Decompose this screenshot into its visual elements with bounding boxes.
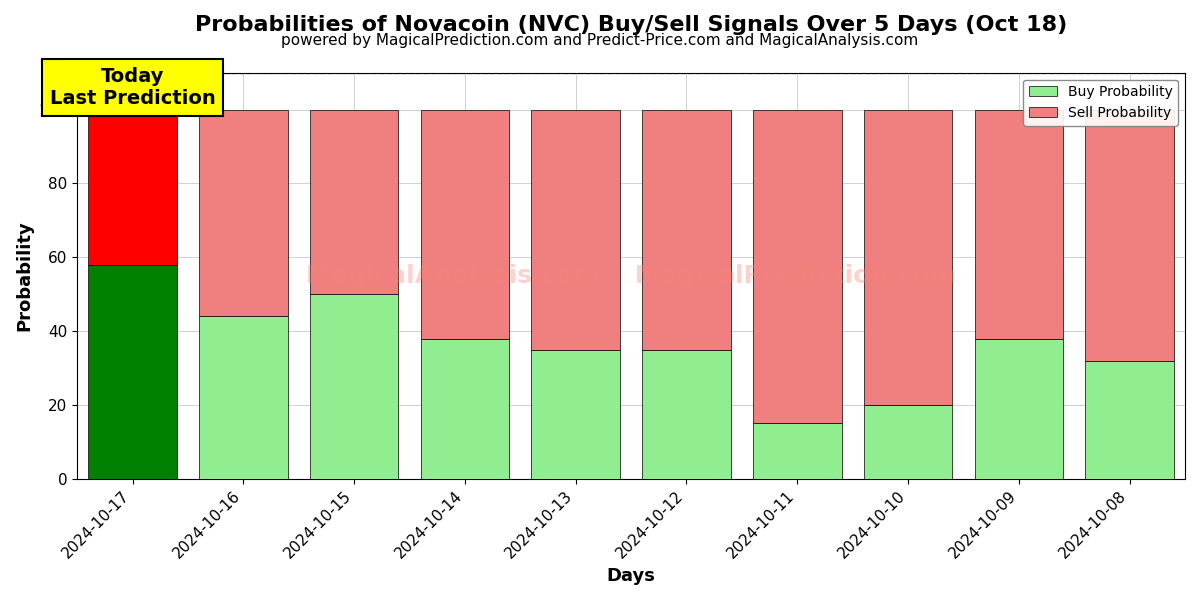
Bar bbox=[974, 338, 1063, 479]
Bar bbox=[752, 110, 841, 424]
Bar bbox=[532, 110, 620, 350]
Text: Today
Last Prediction: Today Last Prediction bbox=[49, 67, 216, 108]
Bar bbox=[310, 110, 398, 294]
Bar bbox=[752, 424, 841, 479]
Y-axis label: Probability: Probability bbox=[14, 220, 32, 331]
Bar bbox=[642, 110, 731, 350]
Bar bbox=[89, 110, 176, 265]
Text: MagicalAnalysis.com    MagicalPrediction.com: MagicalAnalysis.com MagicalPrediction.co… bbox=[306, 264, 956, 288]
Bar bbox=[420, 110, 509, 338]
Bar bbox=[1085, 361, 1174, 479]
Bar bbox=[89, 265, 176, 479]
Bar bbox=[532, 350, 620, 479]
Bar bbox=[199, 110, 288, 316]
Legend: Buy Probability, Sell Probability: Buy Probability, Sell Probability bbox=[1024, 80, 1178, 125]
X-axis label: Days: Days bbox=[607, 567, 655, 585]
Text: powered by MagicalPrediction.com and Predict-Price.com and MagicalAnalysis.com: powered by MagicalPrediction.com and Pre… bbox=[281, 33, 919, 48]
Bar bbox=[199, 316, 288, 479]
Bar bbox=[974, 110, 1063, 338]
Bar bbox=[420, 338, 509, 479]
Bar bbox=[864, 110, 953, 405]
Bar bbox=[310, 294, 398, 479]
Bar bbox=[642, 350, 731, 479]
Bar bbox=[864, 405, 953, 479]
Title: Probabilities of Novacoin (NVC) Buy/Sell Signals Over 5 Days (Oct 18): Probabilities of Novacoin (NVC) Buy/Sell… bbox=[194, 15, 1067, 35]
Bar bbox=[1085, 110, 1174, 361]
